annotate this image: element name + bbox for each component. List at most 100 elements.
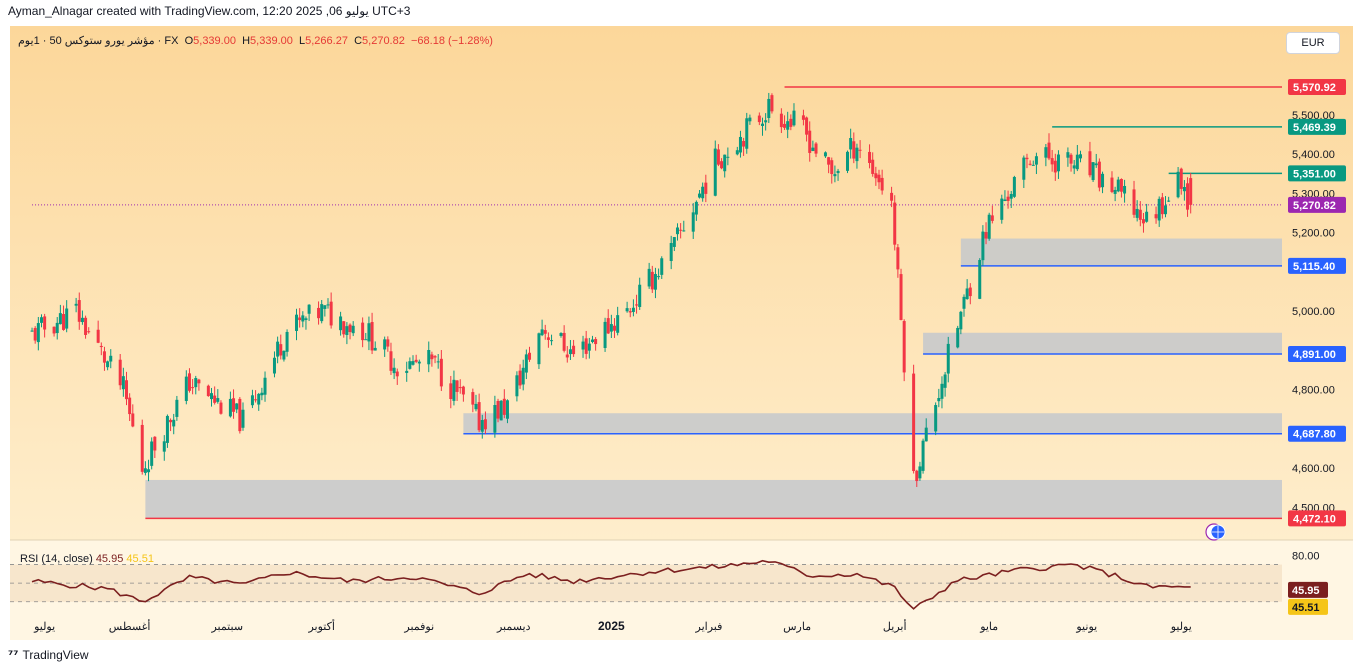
candle-body <box>650 271 654 290</box>
rsi-label: RSI (14, close) <box>20 553 93 565</box>
globe-icon[interactable] <box>1205 523 1226 541</box>
support-zone-2[interactable] <box>463 413 1283 434</box>
candle-body <box>990 215 994 221</box>
candle-body <box>902 321 906 373</box>
candle-body <box>940 383 944 399</box>
currency-button[interactable]: EUR <box>1286 32 1340 54</box>
candle-body <box>572 345 576 355</box>
candle-body <box>1145 211 1149 222</box>
candle-body <box>36 323 40 343</box>
candle-body <box>172 419 176 427</box>
candle-body <box>1047 142 1051 159</box>
candle-body <box>62 314 66 330</box>
level-tag-bg-6 <box>1288 425 1346 442</box>
candle-body <box>786 121 790 130</box>
time-label-6: 2025 <box>598 619 625 633</box>
candle-body <box>1050 158 1054 165</box>
candle-body <box>792 110 796 126</box>
candle-body <box>852 141 856 159</box>
candle-body <box>713 148 717 196</box>
candle-body <box>52 326 56 334</box>
level-tag-4: 5,115.40 <box>1293 261 1335 273</box>
candle-body <box>783 123 787 128</box>
candle-body <box>228 398 232 417</box>
candle-body <box>808 130 812 153</box>
symbol-name[interactable]: مؤشر يورو ستوكس 50 · 1يوم · FX <box>18 35 179 47</box>
time-label-7: فبراير <box>695 621 723 633</box>
rsi-legend[interactable]: RSI (14, close) 45.95 45.51 <box>20 553 154 565</box>
candle-body <box>210 393 214 400</box>
candle-body <box>241 409 245 428</box>
candle-body <box>978 260 982 299</box>
candle-body <box>521 367 525 385</box>
time-axis-bg[interactable] <box>10 617 1353 640</box>
candle-body <box>131 413 135 427</box>
candle-body <box>1056 154 1060 172</box>
candle-body <box>483 419 487 430</box>
candle-body <box>679 229 683 231</box>
candle-body <box>326 304 330 306</box>
candle-body <box>109 355 113 362</box>
support-zone-1[interactable] <box>923 332 1282 354</box>
candle-body <box>102 351 106 363</box>
candle-body <box>543 330 547 334</box>
chart-area[interactable]: 5,500.00 5,400.00 5,300.00 5,200.00 5,000.00… <box>10 26 1353 640</box>
candle-body <box>1022 157 1026 180</box>
candle-body <box>351 325 355 334</box>
candle-body <box>298 317 302 321</box>
candle-body <box>877 174 881 183</box>
candle-body <box>1066 152 1070 158</box>
candle-body <box>389 351 393 371</box>
candle-body <box>118 359 122 386</box>
chart-attribution: Ayman_Alnagar created with TradingView.c… <box>8 4 411 18</box>
candle-body <box>99 345 103 348</box>
candle-body <box>880 177 884 191</box>
candle-body <box>893 202 897 245</box>
candle-body <box>191 387 195 389</box>
level-tag-3: 5,270.82 <box>1293 200 1336 212</box>
candle-body <box>414 359 418 362</box>
candle-body <box>458 387 462 389</box>
footer[interactable]: ⁷⁷ TradingView <box>8 648 89 662</box>
candle-body <box>1000 198 1004 220</box>
candle-body <box>307 304 311 314</box>
support-zone-3[interactable] <box>145 479 1283 519</box>
levels-layer <box>32 86 1282 520</box>
candle-body <box>855 147 859 162</box>
candle-body <box>320 304 324 322</box>
level-tag-6: 4,687.80 <box>1293 429 1336 441</box>
candle-body <box>1113 189 1117 194</box>
candle-body <box>477 402 481 431</box>
support-zone-0[interactable] <box>960 238 1282 266</box>
candle-body <box>568 349 572 355</box>
candle-body <box>565 354 569 358</box>
candle-body <box>801 115 805 120</box>
candle-body <box>279 344 283 356</box>
price-tick-1: 5,400.00 <box>1292 149 1335 161</box>
candle-body <box>436 361 440 363</box>
level-tag-bg-2 <box>1288 165 1346 182</box>
candle-body <box>937 397 941 402</box>
price-tick-3: 5,200.00 <box>1292 228 1335 240</box>
candle-body <box>140 424 144 472</box>
time-label-3: أكتوبر <box>307 619 334 633</box>
chart-svg[interactable]: 5,500.005,400.005,300.005,200.005,000.00… <box>10 26 1353 640</box>
candle-body <box>515 375 519 397</box>
price-axis[interactable]: 5,500.005,400.005,300.005,200.005,000.00… <box>1282 26 1353 640</box>
time-label-5: ديسمبر <box>496 621 531 633</box>
candle-body <box>1069 154 1073 164</box>
candle-body <box>896 247 900 270</box>
candle-body <box>433 356 437 358</box>
candle-body <box>194 378 198 388</box>
price-tick-6: 4,600.00 <box>1292 463 1335 475</box>
candle-body <box>890 192 894 201</box>
candle-body <box>660 258 664 275</box>
price-tick-5: 4,800.00 <box>1292 385 1335 397</box>
candle-body <box>143 468 147 473</box>
candle-body <box>1053 160 1057 173</box>
candle-body <box>559 333 563 336</box>
candle-body <box>1176 171 1180 198</box>
candle-body <box>943 374 947 388</box>
time-axis[interactable]: يوليو أغسطس سبتمبر أكتوبر نوفمبر ديسمبر 2025 فب… <box>10 617 1353 640</box>
